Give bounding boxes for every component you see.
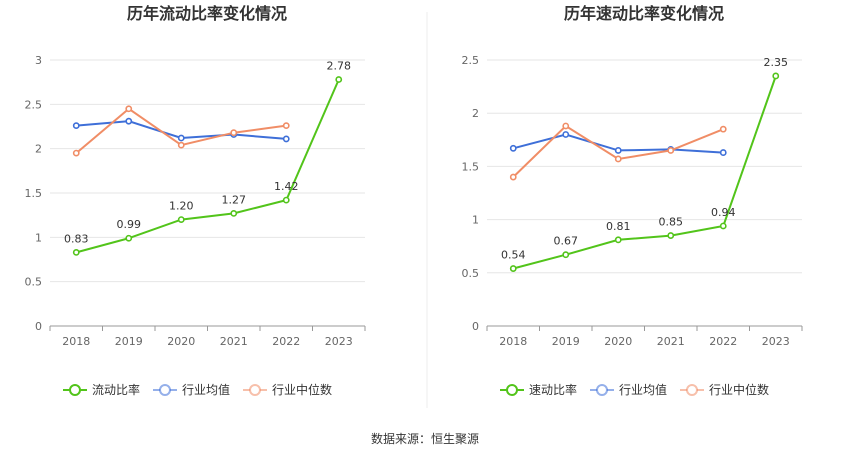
x-tick-label: 2018: [499, 335, 527, 348]
series-point: [230, 209, 238, 217]
x-tick-label: 2022: [709, 335, 737, 348]
y-tick-label: 1.5: [462, 160, 480, 173]
series-point: [282, 196, 290, 204]
series-point: [614, 236, 622, 244]
series-point: [562, 251, 570, 259]
series-point: [562, 122, 570, 130]
legend-label: 行业均值: [182, 382, 230, 397]
series-point: [509, 265, 517, 272]
data-label: 1.42: [274, 180, 299, 193]
x-tick-label: 2023: [762, 335, 790, 348]
x-tick-label: 2022: [272, 335, 300, 348]
series-point: [719, 125, 727, 133]
series-point: [614, 155, 622, 163]
series-point: [72, 122, 80, 130]
legend-label: 行业中位数: [272, 382, 332, 397]
data-label: 0.94: [711, 206, 736, 219]
legend-label: 行业均值: [619, 382, 667, 397]
data-label: 0.99: [117, 218, 142, 231]
y-tick-label: 2: [472, 107, 479, 120]
y-tick-label: 0.5: [462, 267, 480, 280]
series-point: [72, 249, 80, 256]
legend-item: 行业中位数: [680, 382, 769, 397]
series-point: [614, 147, 622, 154]
data-label: 0.67: [554, 235, 579, 248]
legend-label: 速动比率: [529, 382, 577, 397]
series-point: [335, 76, 343, 83]
y-tick-label: 0.5: [25, 276, 43, 289]
legend-item: 行业均值: [590, 382, 667, 397]
series-point: [509, 173, 517, 181]
data-source-note: 数据来源：恒生聚源: [371, 431, 479, 446]
x-tick-label: 2021: [657, 335, 685, 348]
series-point: [125, 117, 133, 125]
series-point: [562, 131, 570, 138]
legend-label: 行业中位数: [709, 382, 769, 397]
legend-item: 行业均值: [153, 382, 230, 397]
series-point: [177, 141, 185, 149]
data-label: 1.20: [169, 200, 194, 213]
x-tick-label: 2019: [552, 335, 580, 348]
legend-marker: [686, 384, 698, 396]
legend-marker: [506, 384, 518, 396]
series-point: [125, 105, 133, 113]
legend-marker: [596, 384, 608, 396]
x-tick-label: 2018: [62, 335, 90, 348]
series-line: [76, 79, 340, 254]
x-tick-label: 2023: [325, 335, 353, 348]
legend-marker: [159, 384, 171, 396]
series-point: [125, 234, 133, 242]
y-tick-label: 2: [35, 143, 42, 156]
data-label: 2.78: [327, 60, 352, 73]
y-tick-label: 0: [472, 320, 479, 333]
series-point: [667, 232, 675, 239]
y-tick-label: 2.5: [25, 98, 43, 111]
data-label: 0.81: [606, 220, 631, 233]
legend-marker: [69, 384, 81, 396]
y-tick-label: 1: [472, 214, 479, 227]
legend-marker: [249, 384, 261, 396]
series-point: [667, 147, 675, 154]
chart-title: 历年速动比率变化情况: [564, 4, 724, 23]
data-label: 0.85: [659, 216, 684, 229]
series-point: [772, 72, 780, 80]
data-label: 0.54: [501, 249, 526, 262]
chart-title: 历年流动比率变化情况: [127, 4, 287, 23]
x-tick-label: 2019: [115, 335, 143, 348]
x-tick-label: 2021: [220, 335, 248, 348]
y-tick-label: 2.5: [462, 54, 480, 67]
series-point: [282, 135, 290, 143]
series-point: [719, 222, 727, 230]
series-point: [177, 134, 185, 142]
data-label: 2.35: [764, 56, 789, 69]
y-tick-label: 1: [35, 231, 42, 244]
x-tick-label: 2020: [604, 335, 632, 348]
series-point: [282, 122, 290, 130]
series-point: [230, 129, 238, 137]
data-label: 0.83: [64, 232, 89, 245]
chart-panel-2: 历年速动比率变化情况 0 0.5 1 1.5 2 2.5 2018 2019 2020 2021 20…: [462, 4, 803, 397]
series-line: [513, 75, 777, 270]
chart-panel-1: 历年流动比率变化情况 0 0.5 1 1.5 2 2.5 3 2018 2019 2020 2021 2…: [25, 4, 366, 397]
series-point: [719, 149, 727, 156]
y-tick-label: 0: [35, 320, 42, 333]
legend-item: 行业中位数: [243, 382, 332, 397]
legend-item: 流动比率: [63, 382, 140, 397]
x-tick-label: 2020: [167, 335, 195, 348]
legend-label: 流动比率: [92, 382, 140, 397]
legend-item: 速动比率: [500, 382, 577, 397]
y-tick-label: 1.5: [25, 187, 43, 200]
data-label: 1.27: [222, 193, 247, 206]
series-point: [177, 216, 185, 223]
y-tick-label: 3: [35, 54, 42, 67]
series-point: [509, 144, 517, 152]
series-point: [72, 149, 80, 157]
